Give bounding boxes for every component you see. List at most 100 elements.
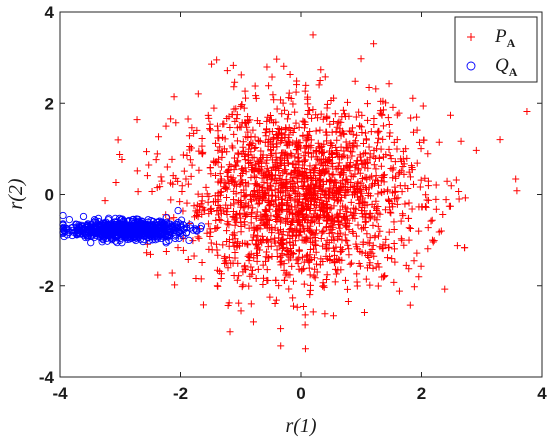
data-point-p <box>276 156 284 164</box>
data-point-p <box>385 145 393 153</box>
data-point-p <box>299 161 307 169</box>
data-point-p <box>154 271 162 279</box>
data-point-p <box>362 275 370 283</box>
data-point-p <box>275 185 283 193</box>
data-point-p <box>286 235 294 243</box>
data-point-p <box>198 142 206 150</box>
data-point-p <box>337 118 345 126</box>
data-point-p <box>200 206 208 214</box>
data-point-p <box>291 108 299 116</box>
data-point-p <box>224 264 232 272</box>
data-point-p <box>295 247 303 255</box>
data-point-p <box>344 154 352 162</box>
data-point-p <box>390 278 398 286</box>
data-point-p <box>293 172 301 180</box>
data-point-p <box>271 186 279 194</box>
series-p-points <box>101 31 531 353</box>
data-point-p <box>277 325 285 333</box>
data-point-p <box>101 197 109 205</box>
data-point-p <box>208 60 216 68</box>
data-point-p <box>315 156 323 164</box>
data-point-p <box>389 203 397 211</box>
data-point-p <box>342 223 350 231</box>
data-point-p <box>277 129 285 137</box>
data-point-p <box>386 152 394 160</box>
data-point-p <box>267 235 275 243</box>
data-point-p <box>343 285 351 293</box>
data-point-p <box>219 241 227 249</box>
data-point-p <box>252 240 260 248</box>
data-point-q <box>98 238 106 246</box>
data-point-p <box>233 276 241 284</box>
data-point-p <box>379 135 387 143</box>
data-point-p <box>310 254 318 262</box>
data-point-q <box>191 225 199 233</box>
data-point-p <box>194 233 202 241</box>
data-point-p <box>315 219 323 227</box>
data-point-p <box>243 211 251 219</box>
data-point-p <box>252 224 260 232</box>
data-point-p <box>229 61 237 69</box>
data-point-p <box>295 164 303 172</box>
data-point-p <box>317 255 325 263</box>
data-point-p <box>265 170 273 178</box>
data-point-p <box>410 283 418 291</box>
data-point-p <box>359 199 367 207</box>
data-point-p <box>318 149 326 157</box>
data-point-p <box>338 127 346 135</box>
data-point-p <box>340 166 348 174</box>
data-point-p <box>370 115 378 123</box>
data-point-p <box>321 191 329 199</box>
data-point-p <box>375 134 383 142</box>
data-point-p <box>285 190 293 198</box>
data-point-q <box>196 224 205 233</box>
data-point-p <box>230 196 238 204</box>
data-point-p <box>314 114 322 122</box>
data-point-p <box>153 150 161 158</box>
data-point-q <box>160 221 168 230</box>
data-point-p <box>378 110 386 118</box>
data-point-p <box>236 181 244 189</box>
data-point-q <box>81 233 90 242</box>
data-point-p <box>363 230 371 238</box>
data-point-p <box>225 221 233 229</box>
data-point-p <box>358 249 366 257</box>
data-point-p <box>187 144 195 152</box>
data-point-p <box>293 137 301 145</box>
data-point-p <box>192 212 200 220</box>
data-point-p <box>357 55 365 63</box>
data-point-q <box>68 231 76 240</box>
data-point-p <box>289 250 297 258</box>
data-point-p <box>307 281 315 289</box>
data-point-p <box>269 91 277 99</box>
data-point-p <box>219 133 227 141</box>
data-point-p <box>204 198 212 206</box>
data-point-p <box>231 78 239 86</box>
data-point-p <box>435 228 443 236</box>
data-point-p <box>301 236 309 244</box>
data-point-p <box>251 160 259 168</box>
data-point-p <box>323 115 331 123</box>
data-point-p <box>244 151 252 159</box>
data-point-p <box>182 175 190 183</box>
data-point-p <box>272 296 280 304</box>
data-point-p <box>233 111 241 119</box>
data-point-p <box>250 167 258 175</box>
data-point-p <box>278 134 286 142</box>
data-point-p <box>376 227 384 235</box>
data-point-p <box>361 129 369 137</box>
data-point-p <box>289 100 297 108</box>
data-point-p <box>252 173 260 181</box>
series-q-points <box>59 206 206 247</box>
data-point-p <box>268 150 276 158</box>
data-point-p <box>279 236 287 244</box>
data-point-q <box>74 228 83 237</box>
data-point-p <box>375 127 383 135</box>
data-point-p <box>372 263 380 271</box>
data-point-p <box>157 173 165 181</box>
data-point-q <box>94 214 103 223</box>
data-point-p <box>318 203 326 211</box>
data-point-p <box>346 260 354 268</box>
data-point-p <box>355 108 363 116</box>
data-point-p <box>315 167 323 175</box>
